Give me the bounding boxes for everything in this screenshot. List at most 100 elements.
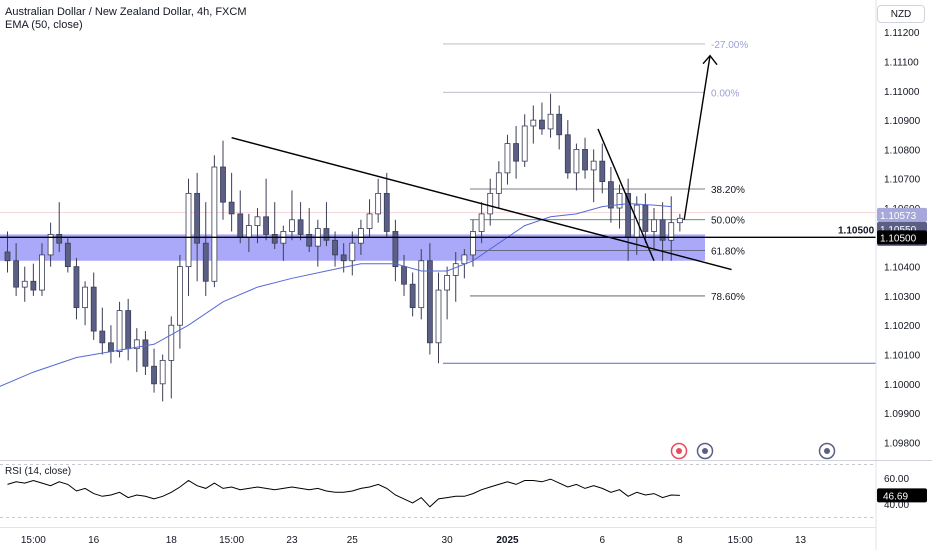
event-marker-dot (702, 448, 708, 454)
candle-body (366, 213, 373, 229)
candle-body (39, 254, 45, 291)
candle-body (340, 254, 347, 262)
fib-level-label: -27.00% (711, 40, 748, 51)
price-tick-label: 1.10200 (884, 321, 921, 332)
trendline (683, 55, 711, 220)
candle-body (168, 324, 175, 361)
candle-body (47, 233, 54, 256)
indicator-legend[interactable]: EMA (50, close) (5, 19, 83, 31)
ema-line (0, 203, 672, 387)
candle-body (599, 160, 606, 183)
candle-body (556, 113, 563, 136)
candle-body (478, 213, 485, 232)
candle-body (444, 275, 451, 291)
key-level-label: 1.10500 (838, 225, 875, 236)
price-tick-label: 1.11200 (884, 28, 920, 39)
time-tick-label: 15:00 (728, 535, 753, 546)
price-tick-label: 1.10900 (884, 116, 921, 127)
candle-body (125, 310, 132, 350)
candle-body (99, 330, 106, 344)
rsi-legend[interactable]: RSI (14, close) (5, 466, 72, 477)
candle-body (64, 242, 71, 268)
candle-body (151, 365, 157, 385)
candle-body (659, 219, 666, 241)
rsi-tick-label: 40.00 (884, 500, 909, 511)
symbol-title[interactable]: Australian Dollar / New Zealand Dollar, … (5, 6, 247, 18)
candle-body (461, 254, 468, 265)
fibonacci-retracement[interactable]: -27.00% 0.00% 38.20% 50.00% 61.80% 78.60% (443, 40, 876, 364)
rsi-current-tag (877, 488, 927, 503)
price-tick-label: 1.10000 (884, 380, 921, 391)
candle-body (159, 359, 166, 385)
fib-level-label: 38.20% (711, 185, 745, 196)
candle-body (237, 213, 244, 238)
candle-body (271, 233, 278, 244)
event-marker-dot (676, 448, 682, 454)
price-tick-label: 1.09800 (884, 438, 921, 449)
candle-body (504, 143, 511, 174)
key-level-tag (877, 230, 927, 245)
candle-body (616, 192, 623, 209)
candle-body (332, 239, 338, 256)
candle-body (409, 283, 416, 309)
event-markers[interactable] (670, 442, 836, 460)
event-marker-dot (824, 448, 830, 454)
candle-body (642, 204, 649, 232)
candle-body (56, 233, 63, 244)
candle-body (651, 219, 657, 232)
candle-body (13, 260, 20, 288)
price-tick-label: 1.10800 (884, 145, 921, 156)
candle-body (116, 310, 123, 352)
price-tick-label: 1.09900 (884, 409, 921, 420)
candle-body (676, 217, 683, 224)
candle-body (668, 222, 675, 241)
candle-body (211, 166, 218, 282)
trendline-arrowhead (702, 54, 718, 66)
candle-body (383, 192, 390, 232)
candle-body (349, 242, 356, 262)
currency-button[interactable]: NZD (877, 5, 925, 23)
candle-body (513, 143, 519, 162)
rsi-line (7, 478, 680, 508)
candle-body (202, 242, 209, 282)
candle-body (452, 263, 459, 276)
candle-body (547, 113, 554, 130)
price-tick-label: 1.10700 (884, 175, 921, 186)
trendlines[interactable]: 1.10500 (0, 54, 876, 271)
candle-body (401, 266, 407, 285)
candle-body (564, 134, 571, 174)
candle-body (30, 280, 37, 291)
time-tick-label: 30 (442, 535, 454, 546)
candle-body (418, 260, 425, 309)
key-level-tag-label: 1.10500 (880, 233, 917, 244)
price-tick-label: 1.11000 (884, 87, 920, 98)
candle-body (194, 192, 201, 244)
fib-level-label: 78.60% (711, 292, 745, 303)
candle-body (539, 119, 545, 130)
price-tick-label: 1.10400 (884, 263, 921, 274)
candle-body (4, 251, 11, 262)
time-tick-label: 23 (286, 535, 298, 546)
candle-body (289, 219, 295, 232)
rsi-current-value: 46.69 (883, 491, 908, 502)
trendline (597, 128, 655, 262)
ema-polyline (0, 203, 672, 387)
candle-body (82, 286, 88, 309)
candle-body (608, 181, 614, 209)
candle-body (228, 201, 235, 215)
candle-body (245, 225, 252, 238)
candle-body (21, 280, 28, 288)
candle-body (142, 339, 149, 367)
candle-body (297, 219, 304, 235)
candle-body (435, 289, 442, 344)
time-tick-label: 15:00 (219, 535, 244, 546)
candle-body (470, 231, 476, 256)
time-tick-label: 8 (677, 535, 683, 546)
price-tick-label: 1.10100 (884, 351, 921, 362)
time-tick-label: 6 (599, 535, 605, 546)
